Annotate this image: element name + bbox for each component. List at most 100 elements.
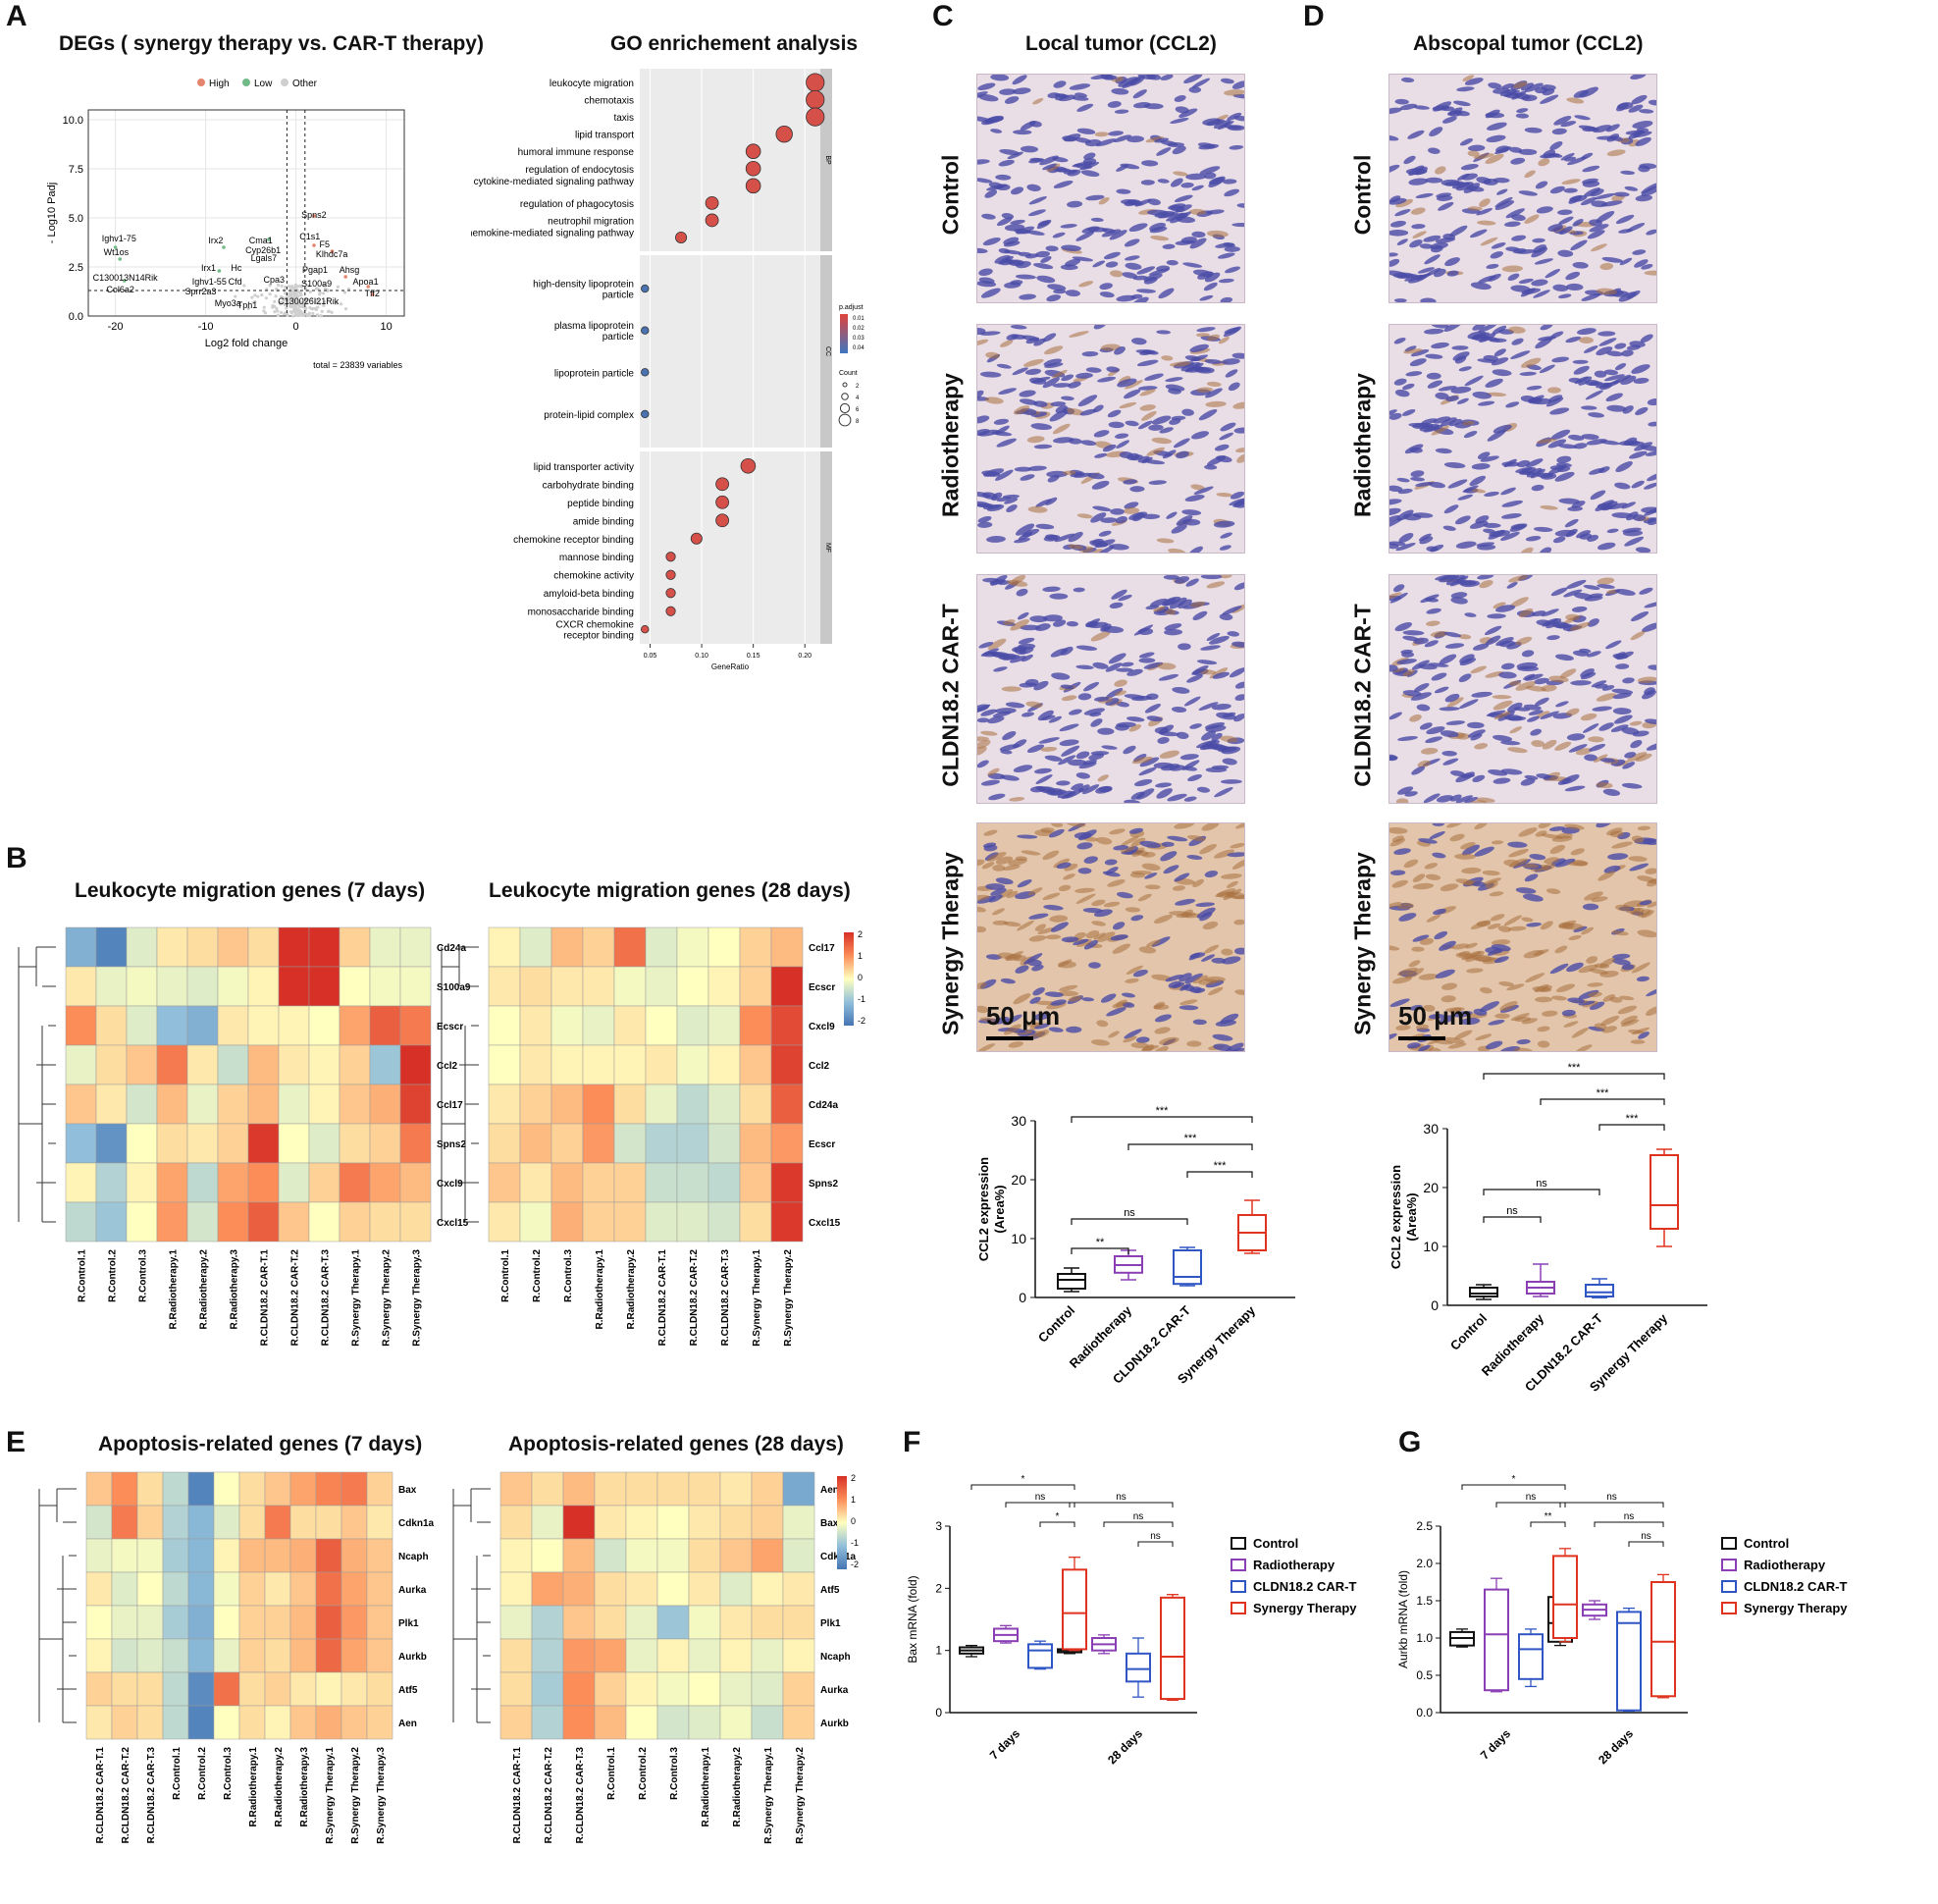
heatmap-cell [340,1471,368,1507]
ihc-nucleus [977,82,996,91]
ihc-nucleus [1222,179,1237,185]
ihc-nucleus [1611,841,1633,849]
ihc-nucleus [1149,222,1166,232]
scale-bar [1398,1036,1445,1040]
volcano-point-other [289,304,293,309]
ihc-nucleus [1234,823,1244,829]
volcano-gene-label: Tph1 [237,300,258,310]
ihc-nucleus [1042,377,1060,389]
ihc-nucleus [977,981,987,990]
ihc-nucleus [1565,708,1580,716]
heatmap-cell [95,966,128,1007]
box-ytick: 0 [1019,1290,1026,1305]
heatmap-cell [186,1201,219,1243]
heatmap-cell [613,1044,647,1085]
heatmap-cell [625,1538,658,1573]
volcano-point-other [294,313,298,317]
heatmap-cell [340,1705,368,1740]
ihc-nucleus [1076,842,1093,850]
ihc-nucleus [1204,944,1220,954]
ihc-nucleus [1146,693,1159,701]
heatmap-colorbar-label: -1 [851,1538,859,1548]
ihc-nucleus [1408,165,1425,176]
ihc-nucleus [1217,252,1235,259]
ihc-nucleus [1064,133,1081,142]
volcano-gene-label: Wt1os [104,247,130,257]
ihc-nucleus [1389,826,1408,834]
heatmap-cell [264,1538,291,1573]
ihc-nucleus [1493,700,1513,711]
ihc-row-label: Control [937,154,964,236]
ihc-nucleus [1630,630,1646,641]
heatmap-col-label: R.Synergy Therapy.2 [783,1249,794,1347]
heatmap-cell [562,1605,596,1640]
heatmap-cell [369,1005,401,1046]
ihc-nucleus [977,1005,989,1014]
ihc-nucleus [1574,115,1591,121]
heatmap-cell [782,1671,815,1707]
ihc-nucleus [1085,930,1100,939]
sig-label: ns [1526,1492,1537,1503]
ihc-nucleus [1606,589,1619,595]
ihc-nucleus [1471,463,1491,470]
volcano-point-other [303,308,307,312]
ihc-nucleus [1076,103,1094,112]
ihc-nucleus [1615,460,1633,473]
volcano-point-other [297,308,301,312]
ihc-nucleus [1423,1004,1436,1012]
ihc-nucleus [1034,250,1051,258]
volcano-gene-label: Cfd [229,277,242,287]
go-term-label: plasma lipoprotein [554,321,634,332]
ihc-nucleus [1052,619,1067,627]
heatmap-cell [739,1201,772,1243]
ihc-nucleus [1428,147,1440,154]
ihc-nucleus [1040,827,1055,833]
ihc-nucleus [1108,653,1126,664]
ihc-nucleus [1172,145,1186,155]
ihc-nucleus [1486,263,1499,269]
ihc-nucleus [1198,143,1220,150]
volcano-gene-label: Klhdc7a [316,249,348,259]
ihc-nucleus [978,641,994,649]
heatmap-cell [308,1162,340,1203]
ihc-nucleus [1406,1042,1421,1049]
ihc-nucleus [1540,921,1553,930]
ihc-nucleus [1433,908,1446,916]
legend-low: Low [254,79,273,89]
ihc-nucleus [1206,455,1227,466]
ihc-nucleus [1518,190,1538,196]
ihc-nucleus [1611,688,1634,695]
heatmap-row-label: Cxcl9 [809,1022,835,1032]
ihc-nucleus [1139,389,1156,397]
ihc-nucleus [1479,198,1491,208]
ihc-nucleus [1064,863,1078,872]
ihc-nucleus [1228,1047,1244,1051]
ihc-nucleus [1141,410,1157,421]
volcano-point [366,285,371,289]
ihc-nucleus [1574,376,1589,385]
ihc-nucleus [1137,893,1152,902]
ihc-nucleus [1451,943,1470,950]
ihc-nucleus [1511,235,1527,241]
ihc-nucleus [1563,589,1583,598]
ihc-nucleus [1102,444,1117,452]
ihc-nucleus [1021,712,1034,717]
ihc-texture [977,575,1244,803]
ihc-nucleus [1499,1046,1521,1051]
ihc-nucleus [1404,968,1425,979]
heatmap-row-label: Plk1 [398,1618,419,1629]
ihc-nucleus [1418,533,1432,542]
ihc-nucleus [1648,99,1656,106]
ihc-nucleus [1464,612,1477,617]
ihc-nucleus [1605,350,1624,357]
heatmap-cell [366,1638,393,1673]
ihc-nucleus [1554,471,1575,482]
heatmap-cell [186,1044,219,1085]
heatmap-cell [676,966,709,1007]
ihc-nucleus [1435,166,1446,175]
go-dot [665,552,676,562]
ihc-nucleus [1172,885,1185,891]
ihc-nucleus [1083,152,1096,160]
ihc-nucleus [1027,465,1047,471]
go-legend-padj-label: 0.04 [853,345,864,351]
